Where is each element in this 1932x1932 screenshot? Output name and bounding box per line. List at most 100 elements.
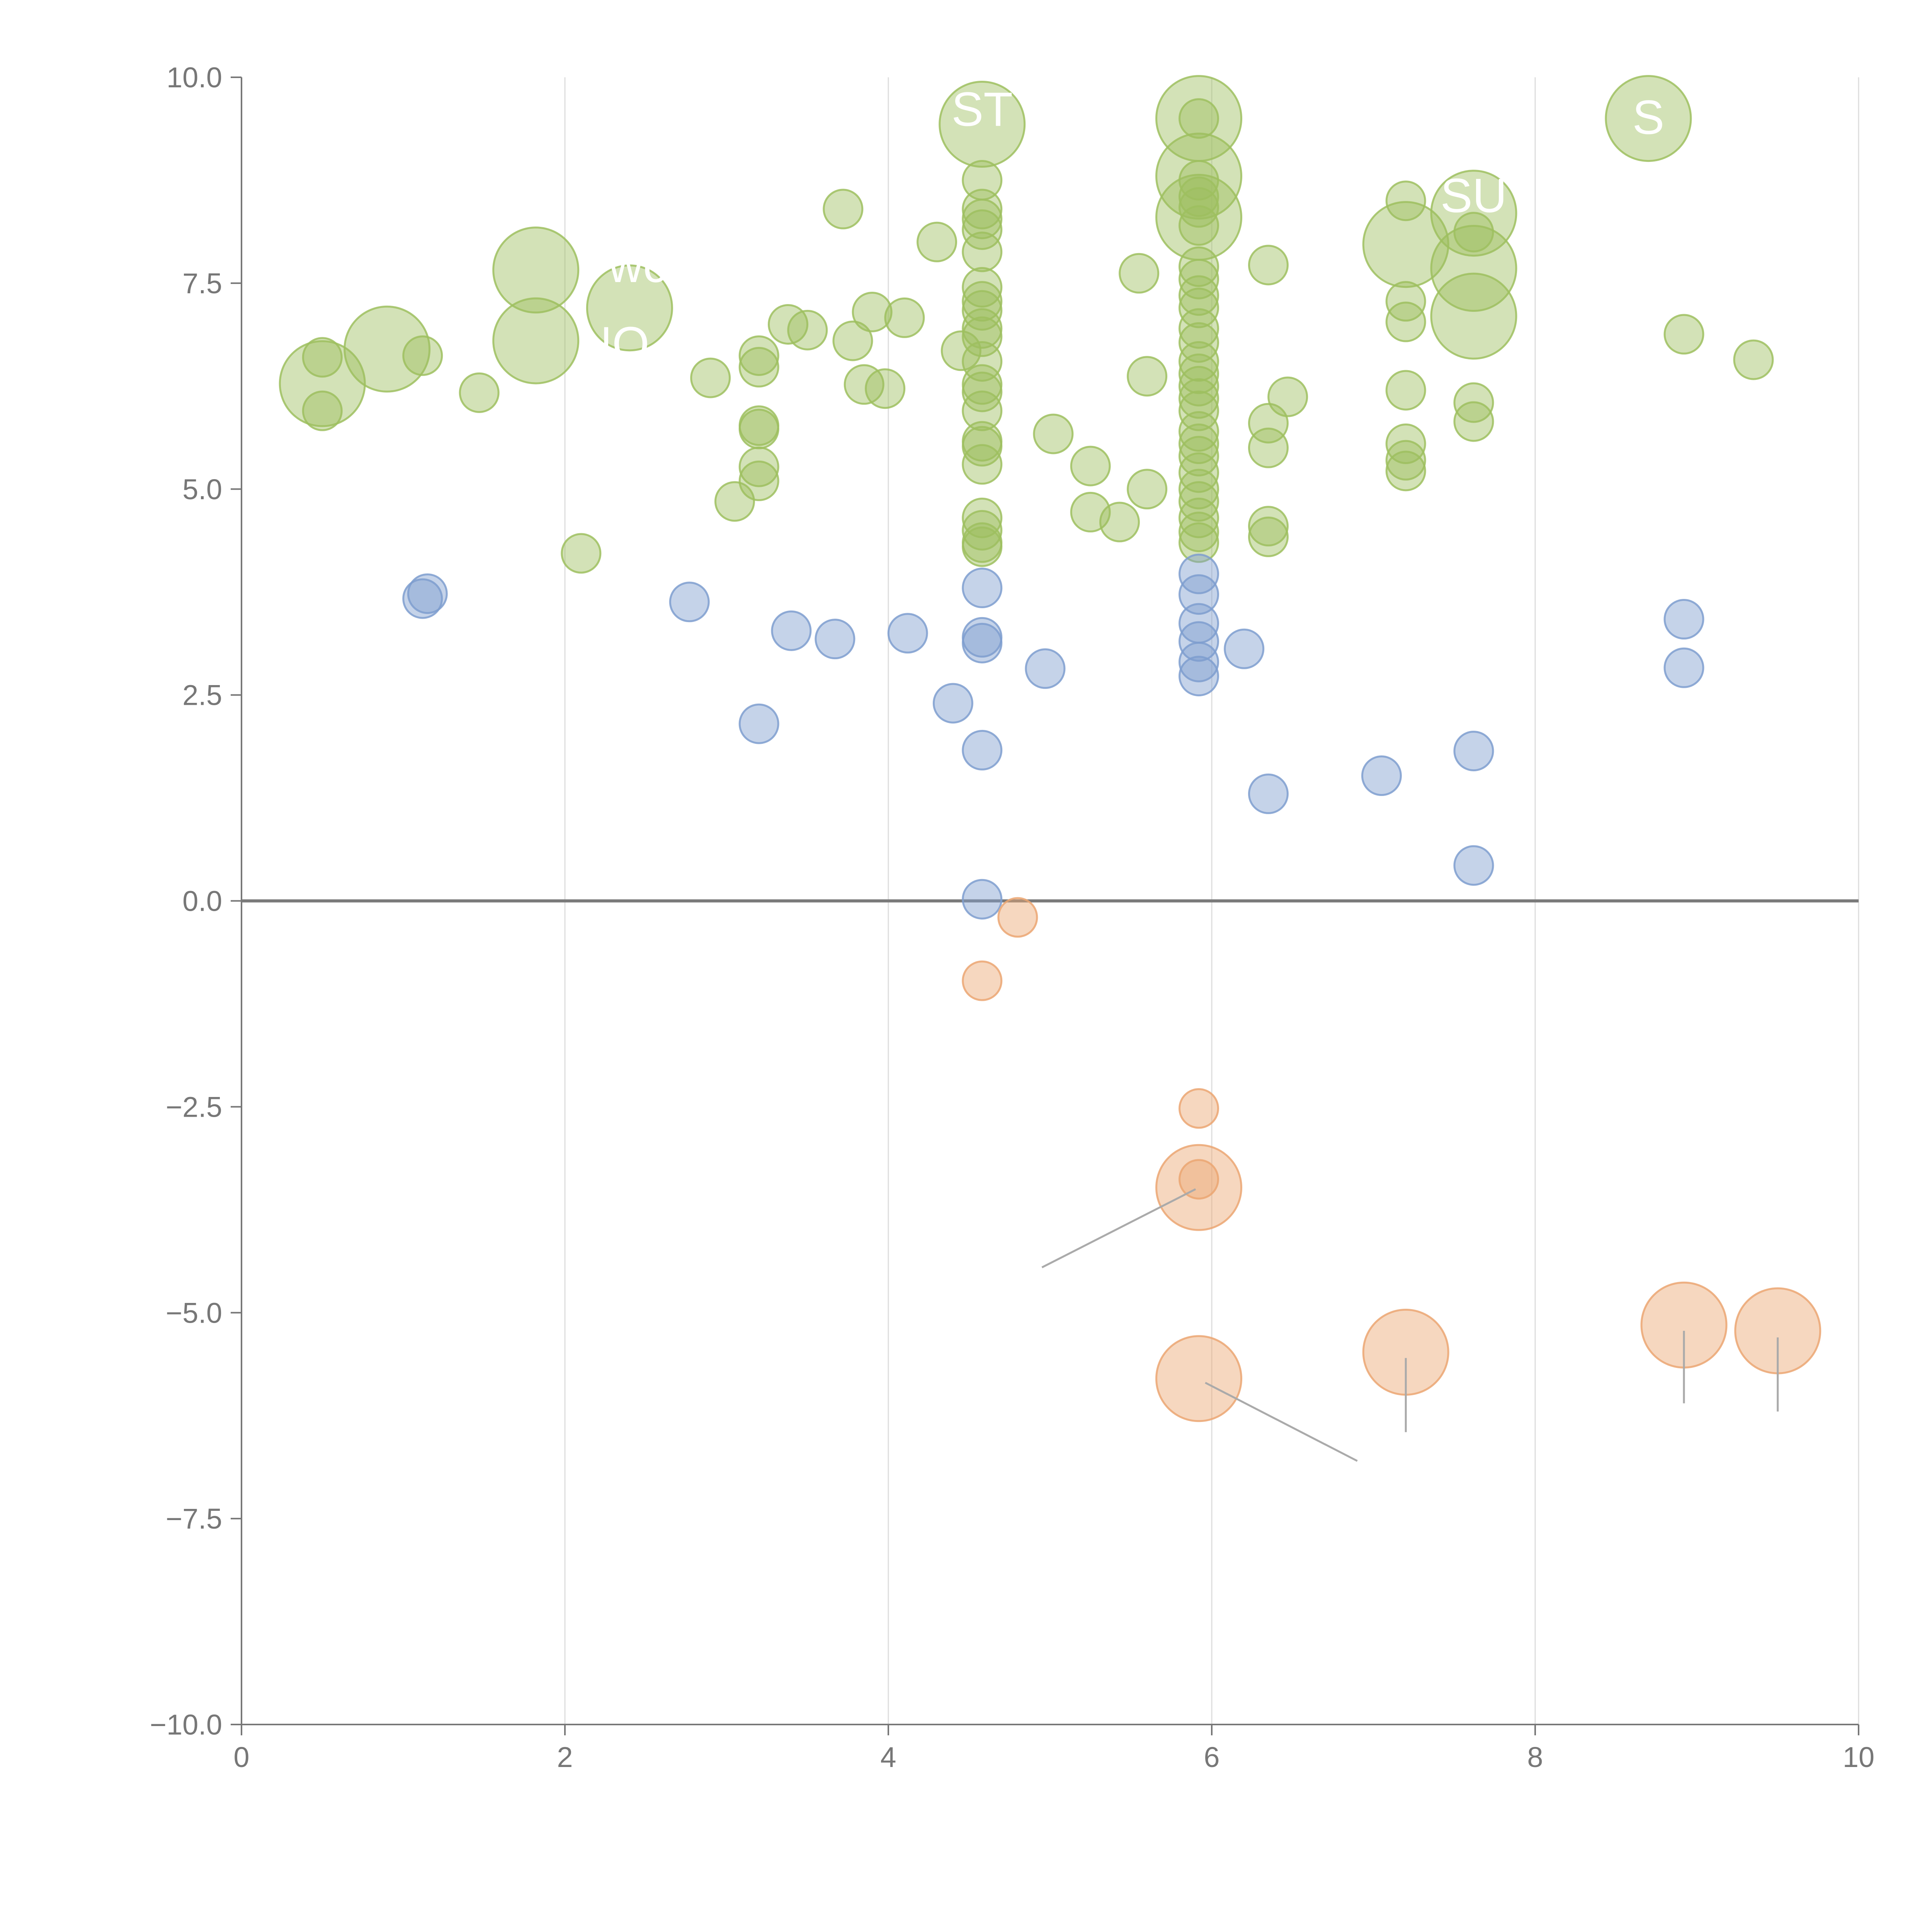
x-tick-label: 2 (557, 1741, 573, 1773)
data-point (1267, 376, 1308, 417)
data-point (962, 510, 1003, 551)
data-point (1179, 205, 1219, 246)
data-point (738, 347, 779, 388)
data-point (407, 573, 448, 614)
data-point (939, 80, 1026, 168)
data-point (844, 364, 884, 405)
data-point (1179, 176, 1219, 217)
data-point (884, 297, 925, 338)
data-point (865, 368, 906, 409)
data-point (997, 897, 1038, 938)
data-point (738, 408, 779, 449)
data-point (962, 341, 1003, 382)
data-point (1179, 98, 1219, 139)
data-point (492, 226, 580, 314)
data-point (1179, 390, 1219, 431)
data-point (1179, 187, 1219, 228)
x-tick-label: 8 (1527, 1741, 1543, 1773)
data-point (815, 619, 855, 660)
data-point (962, 568, 1003, 609)
data-point (1605, 75, 1692, 162)
data-point (344, 305, 431, 393)
data-point (1179, 574, 1219, 615)
data-point (402, 578, 443, 619)
data-point (738, 703, 779, 744)
leader-lines (1041, 1188, 1779, 1462)
data-point (586, 264, 673, 352)
point-label: wc (608, 239, 667, 293)
data-point (1430, 225, 1517, 312)
data-point (962, 622, 1003, 663)
x-tick-label: 4 (880, 1741, 896, 1773)
data-point (1248, 245, 1289, 286)
data-point (1179, 641, 1219, 682)
x-axis-ticks: 0 2 4 6 8 10 (233, 1725, 1874, 1773)
data-point (1179, 275, 1219, 316)
data-point (1663, 599, 1704, 640)
data-point (714, 481, 755, 522)
data-point (823, 189, 864, 230)
data-point (1430, 272, 1517, 360)
data-point (887, 613, 928, 654)
data-point (1127, 469, 1168, 510)
data-point (940, 330, 981, 371)
data-point (302, 390, 343, 431)
y-tick-label: 10.0 (167, 61, 222, 94)
data-point (962, 267, 1003, 308)
data-point (771, 610, 812, 651)
data-point (1155, 133, 1243, 220)
data-point (1248, 516, 1289, 557)
data-point (962, 426, 1003, 467)
data-point (1179, 341, 1219, 382)
data-point (402, 335, 443, 376)
y-tick-label: −7.5 (166, 1503, 222, 1535)
data-point (962, 526, 1003, 567)
data-point (1179, 656, 1219, 697)
data-point (1119, 253, 1160, 294)
series-mid (402, 553, 1704, 920)
data-point (962, 199, 1003, 240)
data-point (1385, 451, 1426, 492)
data-point (962, 189, 1003, 230)
data-point (279, 340, 366, 427)
leader-line (1205, 1382, 1358, 1462)
data-point (1453, 212, 1494, 253)
data-point (1179, 452, 1219, 493)
data-point (1385, 440, 1426, 481)
y-tick-label: 0.0 (182, 885, 222, 917)
point-label: SU (1440, 169, 1507, 223)
data-point (1179, 481, 1219, 522)
x-tick-label: 6 (1204, 1741, 1219, 1773)
data-point (1179, 553, 1219, 594)
data-point (1663, 647, 1704, 688)
data-point (1179, 1088, 1219, 1129)
point-label: ST (952, 83, 1013, 136)
leader-line (1041, 1188, 1196, 1269)
data-point (1663, 314, 1704, 355)
data-point (962, 730, 1003, 770)
data-point (832, 320, 873, 361)
data-point (1179, 497, 1219, 538)
data-point (1179, 522, 1219, 563)
data-point (1155, 1144, 1243, 1231)
data-point (787, 310, 828, 350)
data-point (1385, 180, 1426, 221)
point-label: NO (578, 318, 650, 371)
data-point (1248, 427, 1289, 468)
data-point (1453, 731, 1494, 772)
data-point (962, 390, 1003, 431)
data-point (1155, 1335, 1243, 1422)
data-point (669, 582, 710, 622)
data-points (279, 75, 1821, 1422)
data-point (1179, 512, 1219, 553)
data-point (1224, 628, 1265, 669)
data-point (738, 335, 779, 376)
y-tick-label: −5.0 (166, 1297, 222, 1329)
data-point (738, 460, 779, 501)
data-point (1179, 411, 1219, 452)
series-high (279, 75, 1774, 574)
data-point (962, 444, 1003, 485)
data-point (1248, 773, 1289, 814)
data-point (302, 337, 343, 378)
